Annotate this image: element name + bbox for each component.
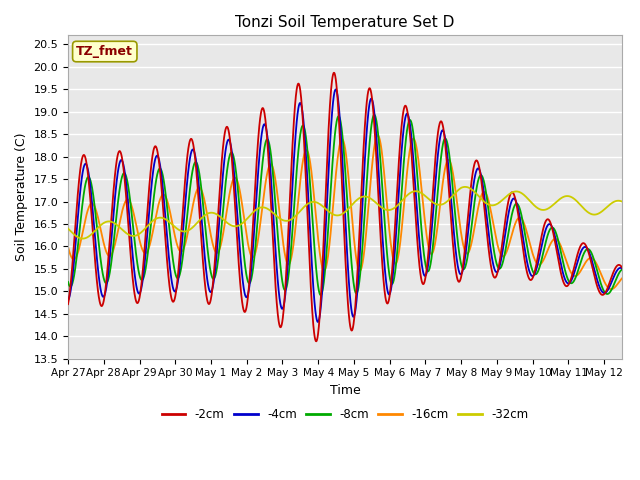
Legend: -2cm, -4cm, -8cm, -16cm, -32cm: -2cm, -4cm, -8cm, -16cm, -32cm — [157, 403, 533, 426]
Title: Tonzi Soil Temperature Set D: Tonzi Soil Temperature Set D — [236, 15, 455, 30]
Y-axis label: Soil Temperature (C): Soil Temperature (C) — [15, 133, 28, 261]
Text: TZ_fmet: TZ_fmet — [76, 45, 133, 58]
X-axis label: Time: Time — [330, 384, 360, 397]
